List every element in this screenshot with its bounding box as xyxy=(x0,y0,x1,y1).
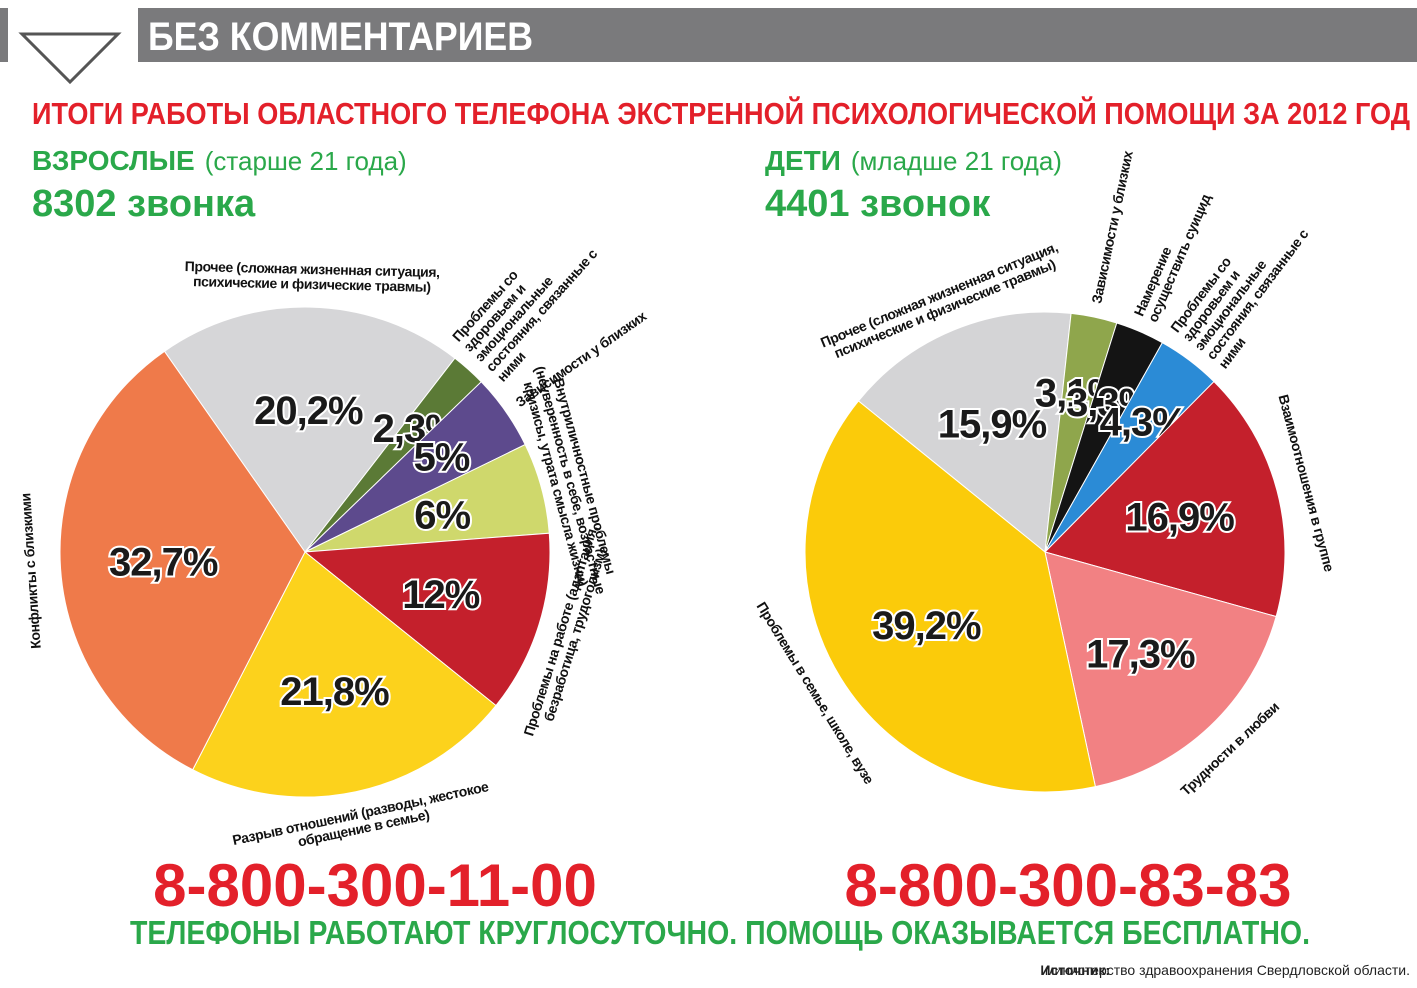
value-label: 39,2% xyxy=(872,604,981,648)
value-label: 12% xyxy=(402,573,479,617)
value-label: 32,7% xyxy=(109,541,218,585)
chart-total: 4401 звонок xyxy=(765,183,991,225)
phone: 8-800-300-11-00 xyxy=(153,852,597,919)
value-label: 16,9% xyxy=(1125,495,1234,539)
rubric: БЕЗ КОММЕНТАРИЕВ xyxy=(148,15,533,59)
chart-total: 8302 звонка xyxy=(32,183,256,225)
value-label: 17,3% xyxy=(1086,632,1195,676)
chart-title: ДЕТИ xyxy=(765,145,841,176)
infographic: БЕЗ КОММЕНТАРИЕВ ИТОГИ РАБОТЫ ОБЛАСТНОГО… xyxy=(0,0,1417,988)
value-label: 21,8% xyxy=(280,670,389,714)
chart-subtitle: (старше 21 года) xyxy=(205,146,407,176)
page: БЕЗ КОММЕНТАРИЕВ ИТОГИ РАБОТЫ ОБЛАСТНОГО… xyxy=(0,0,1417,988)
value-label: 20,2% xyxy=(254,389,363,433)
value-label: 15,9% xyxy=(938,402,1047,446)
value-label: 6% xyxy=(414,494,470,538)
chart-subtitle: (младше 21 года) xyxy=(851,146,1062,176)
value-label: 5% xyxy=(414,435,470,479)
chart-title: ВЗРОСЛЫЕ xyxy=(32,145,195,176)
phone: 8-800-300-83-83 xyxy=(845,852,1292,919)
source: министерство здравоохранения Свердловско… xyxy=(1045,962,1410,978)
footer-note: ТЕЛЕФОНЫ РАБОТАЮТ КРУГЛОСУТОЧНО. ПОМОЩЬ … xyxy=(130,914,1310,951)
main-title: ИТОГИ РАБОТЫ ОБЛАСТНОГО ТЕЛЕФОНА ЭКСТРЕН… xyxy=(32,95,1410,131)
